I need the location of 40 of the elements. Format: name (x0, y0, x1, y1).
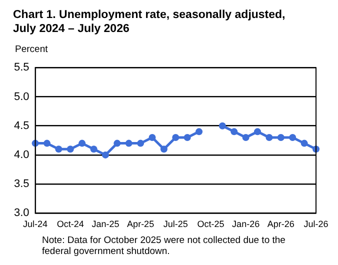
x-tick-label: Apr-25 (127, 219, 154, 230)
point (78, 140, 86, 147)
y-tick-label: 5.5 (14, 62, 30, 74)
point (196, 128, 203, 136)
x-tick-label: Jul-26 (304, 219, 328, 230)
point (266, 134, 273, 141)
point (66, 146, 74, 153)
point (230, 128, 238, 136)
x-tick-label: Jan-26 (232, 219, 260, 230)
y-tick-label: 3.0 (14, 207, 30, 220)
y-tick-label: 4.0 (14, 148, 30, 161)
chart-title: Chart 1. Unemployment rate, seasonally adjusted, July 2024 – July 2026 (13, 8, 286, 36)
point (125, 140, 132, 147)
point (172, 134, 180, 141)
point (43, 140, 50, 147)
point (184, 134, 191, 141)
point (148, 134, 156, 141)
y-tick-label: 3.5 (14, 178, 30, 190)
x-tick-label: Jan-25 (92, 219, 120, 230)
x-tick-label: Oct-25 (197, 219, 224, 230)
point (242, 134, 250, 141)
point (55, 146, 62, 153)
x-tick-label: Apr-26 (267, 219, 294, 230)
point (289, 134, 296, 141)
point (102, 151, 109, 158)
point (137, 140, 144, 147)
point (300, 140, 308, 147)
y-tick-label: 4.5 (14, 120, 30, 132)
text: Note: Data for October 2025 were not collected due to the federal government shutdown. (42, 235, 286, 257)
point (114, 140, 121, 147)
point (160, 146, 168, 153)
point (218, 122, 226, 130)
point (90, 146, 98, 153)
x-tick-label: Jul-24 (23, 219, 48, 230)
point (254, 128, 262, 136)
point (277, 134, 284, 141)
x-tick-label: Oct-24 (56, 219, 84, 230)
y-tick-label: 5.0 (14, 90, 30, 103)
x-tick-label: Jul-25 (163, 219, 188, 230)
y-axis-title: Percent (15, 44, 49, 55)
